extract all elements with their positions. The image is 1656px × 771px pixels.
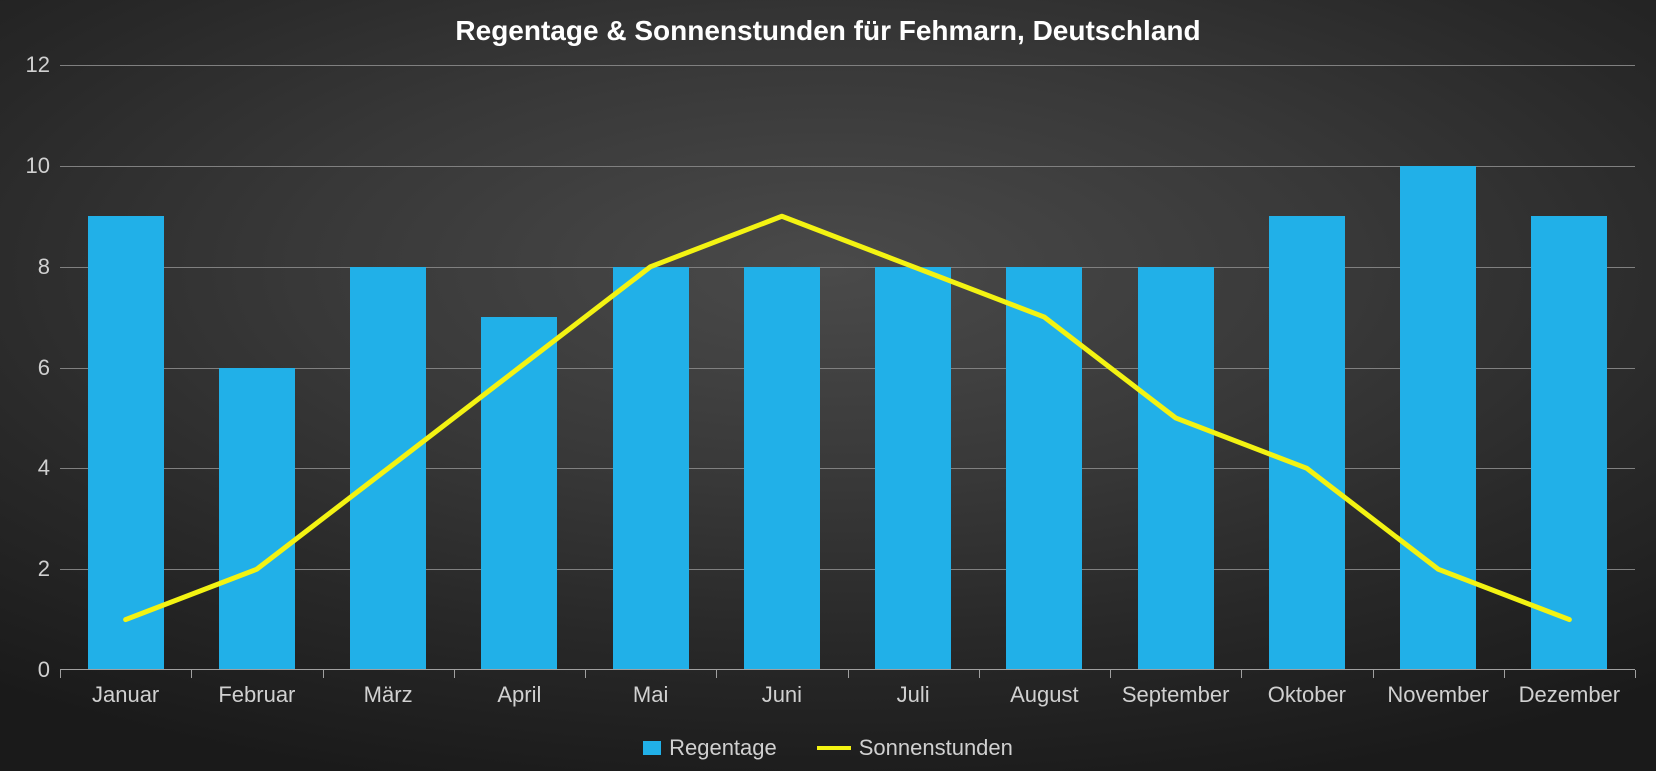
x-tick-mark	[454, 670, 455, 678]
legend-item-bar: Regentage	[643, 735, 777, 761]
chart-title: Regentage & Sonnenstunden für Fehmarn, D…	[0, 15, 1656, 47]
x-tick-mark	[1373, 670, 1374, 678]
x-tick-label: September	[1122, 682, 1230, 708]
x-tick-label: Februar	[218, 682, 295, 708]
x-tick-mark	[191, 670, 192, 678]
x-tick-label: Juni	[762, 682, 802, 708]
legend-swatch-bar	[643, 741, 661, 755]
y-tick-label: 10	[10, 153, 50, 179]
y-tick-label: 2	[10, 556, 50, 582]
x-tick-label: November	[1387, 682, 1488, 708]
x-tick-mark	[1504, 670, 1505, 678]
y-tick-label: 8	[10, 254, 50, 280]
x-tick-label: März	[364, 682, 413, 708]
x-tick-label: Dezember	[1519, 682, 1620, 708]
legend-label-bar: Regentage	[669, 735, 777, 761]
x-tick-mark	[979, 670, 980, 678]
x-tick-mark	[323, 670, 324, 678]
x-tick-label: April	[497, 682, 541, 708]
x-tick-label: Mai	[633, 682, 668, 708]
y-tick-label: 4	[10, 455, 50, 481]
plot-area	[60, 65, 1635, 670]
y-tick-label: 0	[10, 657, 50, 683]
x-tick-mark	[1241, 670, 1242, 678]
legend: Regentage Sonnenstunden	[0, 735, 1656, 761]
x-tick-label: Januar	[92, 682, 159, 708]
x-tick-mark	[716, 670, 717, 678]
x-tick-label: August	[1010, 682, 1079, 708]
x-tick-mark	[1635, 670, 1636, 678]
x-tick-mark	[585, 670, 586, 678]
x-tick-mark	[1110, 670, 1111, 678]
chart-container: Regentage & Sonnenstunden für Fehmarn, D…	[0, 0, 1656, 771]
y-tick-label: 6	[10, 355, 50, 381]
x-tick-mark	[60, 670, 61, 678]
line-series	[60, 65, 1635, 670]
legend-swatch-line	[817, 746, 851, 750]
legend-item-line: Sonnenstunden	[817, 735, 1013, 761]
y-tick-label: 12	[10, 52, 50, 78]
legend-label-line: Sonnenstunden	[859, 735, 1013, 761]
x-tick-label: Juli	[897, 682, 930, 708]
x-tick-mark	[848, 670, 849, 678]
x-tick-label: Oktober	[1268, 682, 1346, 708]
